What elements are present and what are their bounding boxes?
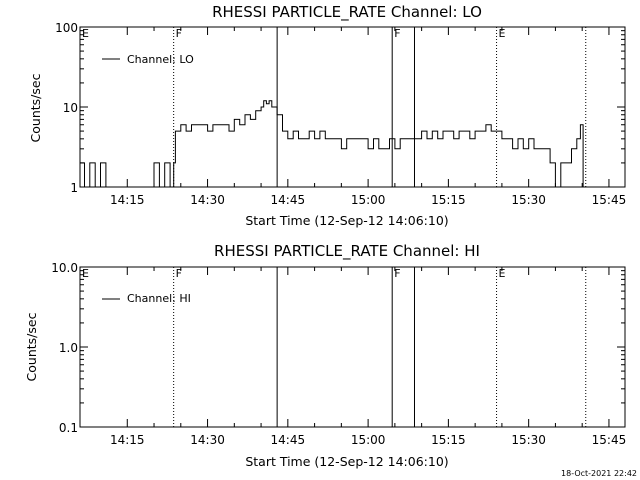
hi-y-tick-label: 0.1 (59, 421, 78, 435)
panel-hi-title: RHESSI PARTICLE_RATE Channel: HI (214, 242, 480, 261)
lo-x-tick-label: 14:45 (271, 193, 306, 207)
lo-x-tick-label: 14:15 (110, 193, 145, 207)
panel-lo-ylabel: Counts/sec (28, 73, 43, 142)
panel-hi-legend-label: Channel: HI (127, 292, 191, 305)
hi-axes-frame (79, 266, 626, 428)
lo-series-line (80, 100, 584, 188)
panel-lo: RHESSI PARTICLE_RATE Channel: LO 14:15 14… (28, 3, 626, 228)
panel-hi-xlabel: Start Time (12-Sep-12 14:06:10) (245, 454, 448, 469)
hi-x-tick-label: 15:30 (511, 433, 546, 447)
lo-y-tick-label: 10 (63, 101, 78, 115)
date-stamp: 18-Oct-2021 22:42 (561, 469, 637, 478)
hi-corner-marker: E (82, 267, 89, 280)
lo-corner-marker: E (82, 27, 89, 40)
panel-hi-plot: 14:15 14:30 14:45 15:00 15:15 15:30 15:45 0.1 1.… (51, 261, 626, 447)
hi-y-tick-label: 10.0 (51, 261, 78, 275)
panel-lo-legend-label: Channel: LO (127, 53, 194, 66)
lo-marker-label: F (394, 27, 400, 40)
panel-lo-plot: 14:15 14:30 14:45 15:00 15:15 15:30 15:45 1 10 10… (55, 21, 626, 207)
lo-marker-label: E (499, 27, 506, 40)
lo-x-tick-label: 15:00 (351, 193, 386, 207)
panel-lo-title: RHESSI PARTICLE_RATE Channel: LO (212, 3, 482, 22)
panel-hi: RHESSI PARTICLE_RATE Channel: HI 14:15 14… (24, 242, 626, 469)
hi-marker-label: F (176, 267, 182, 280)
lo-x-tick-label: 15:30 (511, 193, 546, 207)
lo-y-tick-label: 1 (70, 181, 78, 195)
hi-x-tick-label: 15:00 (351, 433, 386, 447)
hi-y-tick-label: 1.0 (59, 341, 78, 355)
lo-x-tick-label: 15:45 (592, 193, 627, 207)
panel-lo-xlabel: Start Time (12-Sep-12 14:06:10) (245, 213, 448, 228)
hi-marker-label: F (394, 267, 400, 280)
lo-y-tick-label: 100 (55, 21, 78, 35)
lo-x-tick-label: 15:15 (431, 193, 466, 207)
hi-x-tick-label: 15:15 (431, 433, 466, 447)
lo-x-tick-label: 14:30 (190, 193, 225, 207)
lo-axes-frame (79, 26, 626, 188)
panel-hi-ylabel: Counts/sec (24, 312, 39, 381)
hi-x-tick-label: 15:45 (592, 433, 627, 447)
hi-marker-label: E (499, 267, 506, 280)
hi-x-tick-label: 14:15 (110, 433, 145, 447)
hi-x-tick-label: 14:45 (271, 433, 306, 447)
hi-x-tick-label: 14:30 (190, 433, 225, 447)
lo-marker-label: F (176, 27, 182, 40)
